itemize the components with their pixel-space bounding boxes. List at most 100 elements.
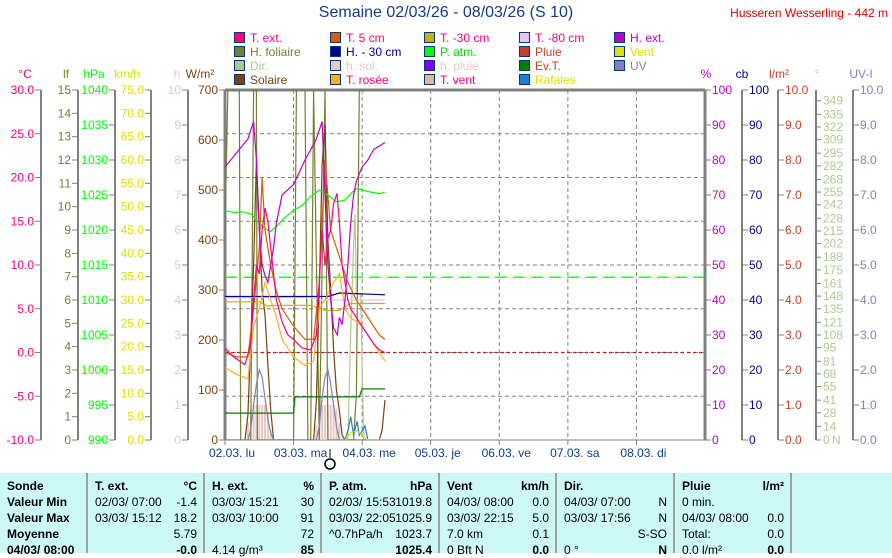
table-cell-value: 1025.4 xyxy=(395,543,432,557)
axis-tick-label: 175 xyxy=(823,263,843,277)
legend-swatch xyxy=(424,46,435,57)
summary-table: Sonde Valeur Min Valeur Max Moyenne 04/03/ 0… xyxy=(0,473,892,557)
bar-hsol xyxy=(324,405,326,440)
axis-tick-label: 5 xyxy=(64,316,71,330)
axis-tick-label: 10 xyxy=(58,200,72,214)
legend-swatch xyxy=(234,46,245,57)
axis-tick-label: 70.0 xyxy=(121,106,145,120)
legend-label: T. -30 cm xyxy=(440,31,490,45)
axis-tick-label: 161 xyxy=(823,276,843,290)
axis-tick-label: 3.0 xyxy=(860,328,877,342)
table-header: Vent xyxy=(447,479,473,493)
axis-tick-label: 8 xyxy=(174,153,181,167)
legend-item: Rafales xyxy=(519,73,576,87)
legend-item: h. sol. xyxy=(330,59,378,73)
legend-item: T. ext. xyxy=(234,31,282,45)
weather-chart: °C-10.0-5.00.05.010.015.020.025.030.0lf0… xyxy=(7,67,884,470)
legend-item: T. rosée xyxy=(330,73,389,87)
legend-swatch xyxy=(519,46,530,57)
x-axis-tick-label: 03.03. ma xyxy=(274,446,328,460)
axis-tick-label: 50 xyxy=(712,258,726,272)
axis-tick-label: 8 xyxy=(64,246,71,260)
axis-tick-label: 2 xyxy=(174,363,181,377)
legend-swatch xyxy=(424,32,435,43)
axis-tick-label: 700 xyxy=(198,83,218,97)
x-axis-tick-label: 07.03. sa xyxy=(550,446,600,460)
table-cell-label: Total: xyxy=(682,527,711,541)
axis-tick-label: 4 xyxy=(64,340,71,354)
axis-tick-label: 5.0 xyxy=(860,258,877,272)
legend-swatch xyxy=(424,60,435,71)
axis-tick-label: 1015 xyxy=(81,258,108,272)
legend-label: H. - 30 cm xyxy=(346,45,402,59)
legend-item: UV xyxy=(614,59,647,73)
series-evt xyxy=(225,388,385,414)
page-title: Semaine 02/03/26 - 08/03/26 (S 10) xyxy=(318,4,574,21)
table-unit: l/m² xyxy=(762,479,784,493)
axis-tick-label: 70 xyxy=(749,188,763,202)
axis-tick-label: 242 xyxy=(823,198,843,212)
axis-tick-label: 2.0 xyxy=(785,363,802,377)
axis-unit-label: hPa xyxy=(83,67,105,81)
axis-tick-label: 40 xyxy=(749,293,763,307)
axis-tick-label: 228 xyxy=(823,211,843,225)
axis-tick-label: 81 xyxy=(823,354,837,368)
series-rafales xyxy=(344,416,385,440)
table-cell-label: 04/03/ 08:00 xyxy=(447,495,514,509)
table-cell-label: 0.0 l/m² xyxy=(682,543,723,557)
legend-label: h. pluie xyxy=(440,59,479,73)
bar-hsol xyxy=(266,412,269,440)
axis-tick-label: 990 xyxy=(88,433,108,447)
axis-tick-label: 10 xyxy=(168,83,182,97)
table-cell-value: -1.4 xyxy=(176,495,197,509)
bar-hsol xyxy=(264,405,266,440)
axis-tick-label: 295 xyxy=(823,146,843,160)
axis-tick-label: 0.0 xyxy=(860,433,877,447)
bar-hsol xyxy=(315,426,318,440)
axis-tick-label: 10.0 xyxy=(121,386,145,400)
table-cell-value: 18.2 xyxy=(173,511,197,525)
table-cell-value: 0.0 xyxy=(767,543,784,557)
axis-tick-label: 100 xyxy=(749,83,769,97)
axis-tick-label: 12 xyxy=(58,153,72,167)
axis-tick-label: 90 xyxy=(712,118,726,132)
axis-tick-label: 65.0 xyxy=(121,130,145,144)
legend-label: Ev.T. xyxy=(535,59,561,73)
legend-item: P. atm. xyxy=(424,45,476,59)
table-column: Sonde Valeur Min Valeur Max Moyenne 04/03/ 0… xyxy=(0,473,88,557)
axis-unit-label: °C xyxy=(18,67,32,81)
legend-item: h. pluie xyxy=(424,59,479,73)
axis-tick-label: 349 xyxy=(823,94,843,108)
axis-tick-label: 10 xyxy=(749,398,763,412)
axis-tick-label: 1.0 xyxy=(860,398,877,412)
bar-hsol xyxy=(255,405,258,440)
x-axis-tick-label: 04.03. me xyxy=(342,446,396,460)
table-cell-value: 1023.7 xyxy=(395,527,432,541)
table-header: Pluie xyxy=(682,479,711,493)
axis-tick-label: 75.0 xyxy=(121,83,145,97)
series-vent xyxy=(344,430,385,440)
axis-tick-label: 0.0 xyxy=(127,433,144,447)
bar-hsol xyxy=(246,422,249,440)
legend-swatch xyxy=(330,74,341,85)
axis-tick-label: 0.0 xyxy=(785,433,802,447)
axis-tick-label: 268 xyxy=(823,172,843,186)
axis-tick-label: 10.0 xyxy=(785,83,809,97)
series-solaire xyxy=(225,124,386,440)
axis-tick-label: 7 xyxy=(174,188,181,202)
table-cell-value: 5.0 xyxy=(532,511,549,525)
legend-label: Rafales xyxy=(535,73,576,87)
bar-hsol xyxy=(252,405,255,440)
table-cell-value: 0.0 xyxy=(767,527,784,541)
axis-unit-label: ° xyxy=(815,67,820,81)
axis-tick-label: 20.0 xyxy=(121,340,145,354)
table-column: Pluie l/m² 0 min. 04/03/ 08:00 0.0 Total: 0.0 … xyxy=(675,473,792,557)
axis-tick-label: 10.0 xyxy=(11,258,35,272)
axis-tick-label: 80 xyxy=(712,153,726,167)
legend-swatch xyxy=(424,74,435,85)
axis-tick-label: 4.0 xyxy=(860,293,877,307)
table-column: P. atm. hPa 02/03/ 15:53 1019.8 03/03/ 22:05… xyxy=(322,473,440,557)
axis-tick-label: 3 xyxy=(64,363,71,377)
axis-tick-label: 14 xyxy=(823,419,837,433)
axis-tick-label: 30 xyxy=(712,328,726,342)
